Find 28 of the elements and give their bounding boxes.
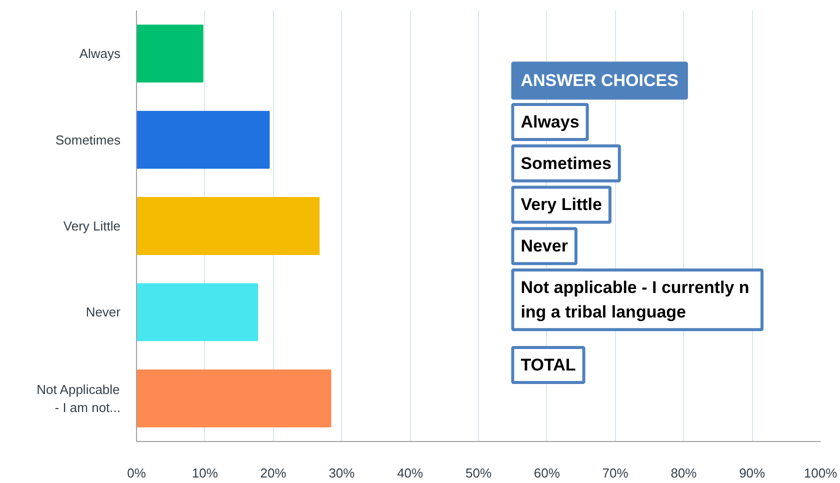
bar [136, 110, 270, 169]
annotation: Not applicable - I currently n ing a tribal language [520, 278, 750, 322]
annotation: Never [520, 236, 568, 256]
annotation: TOTAL [520, 356, 576, 375]
bar [136, 197, 320, 255]
x-tick-label: 10% [192, 466, 218, 480]
x-tick-label: 40% [397, 466, 424, 480]
annotation: Very Little [520, 195, 602, 214]
x-tick-label: 80% [670, 466, 698, 480]
y-tick-label: Not Applicable - I am not... [36, 382, 121, 415]
x-tick-label: 100% [804, 466, 838, 480]
x-tick-label: 30% [328, 466, 356, 480]
x-tick-label: 50% [465, 466, 492, 480]
y-tick-label: Sometimes [55, 132, 121, 148]
y-tick-label: Very Little [63, 218, 121, 234]
x-tick-label: 60% [534, 466, 560, 480]
annotation: Always [520, 112, 580, 132]
bar [136, 369, 332, 428]
x-tick-label: 90% [739, 466, 766, 480]
annotation: Sometimes [520, 154, 612, 173]
x-tick-label: 70% [602, 466, 629, 480]
x-tick-label: 0% [127, 466, 146, 480]
annotation: ANSWER CHOICES [520, 71, 678, 90]
y-tick-label: Always [79, 46, 121, 62]
bar [136, 283, 258, 342]
bar [136, 24, 204, 83]
x-tick-label: 20% [260, 466, 287, 480]
y-tick-label: Never [86, 304, 122, 320]
